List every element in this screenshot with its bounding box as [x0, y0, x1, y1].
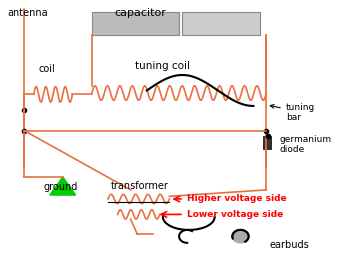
FancyBboxPatch shape [263, 136, 271, 149]
Text: antenna: antenna [8, 8, 48, 18]
Text: Lower voltage side: Lower voltage side [187, 210, 283, 219]
Circle shape [233, 230, 249, 243]
Text: coil: coil [38, 64, 55, 74]
FancyBboxPatch shape [92, 12, 179, 35]
Text: ground: ground [43, 182, 78, 192]
FancyBboxPatch shape [182, 12, 260, 35]
Polygon shape [50, 177, 76, 195]
Text: capacitor: capacitor [114, 8, 166, 18]
Text: transformer: transformer [111, 181, 169, 191]
Text: Higher voltage side: Higher voltage side [187, 194, 287, 203]
Text: tuning
bar: tuning bar [270, 103, 315, 122]
Text: tuning coil: tuning coil [135, 61, 190, 71]
Text: earbuds: earbuds [269, 240, 309, 250]
Text: germanium
diode: germanium diode [279, 135, 331, 155]
